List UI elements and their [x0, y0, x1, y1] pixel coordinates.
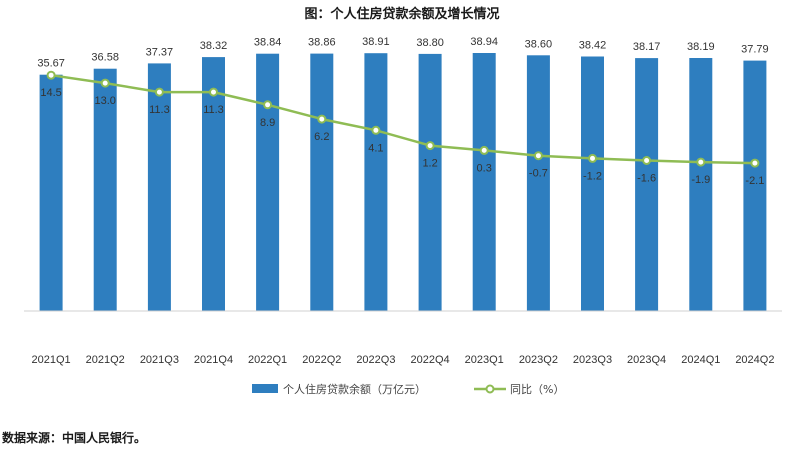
yoy-label-2022Q1: 8.9 — [260, 117, 275, 129]
bar-2021Q3 — [147, 63, 171, 312]
bar-2023Q3 — [581, 56, 604, 311]
bar-label-2024Q1: 38.19 — [687, 41, 715, 53]
source-note: 数据来源：中国人民银行。 — [2, 430, 146, 445]
yoy-label-2024Q1: -1.9 — [691, 174, 710, 186]
x-tick-2021Q1: 2021Q1 — [32, 354, 71, 366]
bar-2024Q2 — [743, 60, 767, 311]
legend-line-label: 同比（%） — [510, 383, 564, 396]
bar-label-2022Q1: 38.84 — [254, 37, 282, 49]
yoy-label-2023Q2: -0.7 — [529, 168, 548, 180]
bar-series — [39, 53, 767, 312]
yoy-label-2023Q1: 0.3 — [477, 162, 492, 174]
x-tick-2023Q2: 2023Q2 — [519, 354, 558, 366]
yoy-label-2021Q4: 11.3 — [203, 104, 224, 116]
yoy-point-2022Q2 — [317, 114, 327, 124]
x-tick-2024Q2: 2024Q2 — [735, 354, 774, 366]
bar-label-2022Q4: 38.80 — [416, 37, 444, 49]
x-tick-2022Q3: 2022Q3 — [356, 354, 395, 366]
yoy-label-2023Q4: -1.6 — [637, 173, 656, 185]
yoy-label-2021Q1: 14.5 — [40, 87, 61, 99]
bar-2021Q4 — [202, 57, 225, 311]
x-tick-2024Q1: 2024Q1 — [681, 354, 720, 366]
bar-label-2021Q4: 38.32 — [200, 40, 228, 52]
x-tick-2022Q1: 2022Q1 — [248, 354, 287, 366]
yoy-label-2022Q2: 6.2 — [314, 131, 329, 143]
yoy-label-2022Q4: 1.2 — [422, 158, 437, 170]
bar-2023Q1 — [472, 53, 496, 311]
yoy-label-2022Q3: 4.1 — [368, 142, 383, 154]
bar-2023Q2 — [526, 55, 550, 311]
chart-title: 图：个人住房贷款余额及增长情况 — [304, 6, 499, 22]
bar-2022Q3 — [364, 53, 388, 311]
bar-label-2024Q2: 37.79 — [741, 44, 769, 56]
yoy-point-2023Q3 — [588, 153, 597, 163]
legend-bar-swatch — [252, 384, 278, 393]
yoy-label-2023Q3: -1.2 — [583, 170, 602, 182]
bar-label-2023Q4: 38.17 — [633, 41, 661, 53]
yoy-label-2021Q2: 13.0 — [94, 95, 115, 107]
yoy-label-2024Q2: -2.1 — [745, 175, 764, 187]
x-tick-2023Q1: 2023Q1 — [465, 354, 504, 366]
bar-label-2023Q2: 38.60 — [525, 38, 553, 50]
legend: 个人住房贷款余额（万亿元） 同比（%） — [252, 382, 564, 396]
yoy-point-2024Q1 — [696, 157, 706, 167]
x-axis-tick-labels: 2021Q1 2021Q2 2021Q3 2021Q4 2022Q1 2022Q2 2022… — [32, 354, 775, 366]
yoy-polyline — [50, 73, 755, 165]
yoy-point-2021Q3 — [154, 87, 164, 97]
bar-label-2021Q2: 36.58 — [91, 52, 119, 64]
bar-2022Q4 — [418, 53, 442, 312]
legend-bar-label: 个人住房贷款余额（万亿元） — [283, 382, 426, 396]
x-tick-2022Q4: 2022Q4 — [411, 354, 450, 366]
yoy-label-2021Q3: 11.3 — [149, 104, 170, 116]
legend-line-marker — [485, 384, 495, 394]
bar-label-2022Q2: 38.86 — [308, 37, 336, 49]
yoy-point-2022Q3 — [371, 125, 381, 135]
yoy-point-2022Q1 — [263, 100, 273, 110]
bar-2021Q2 — [93, 68, 117, 311]
x-tick-2022Q2: 2022Q2 — [302, 354, 341, 366]
yoy-value-labels: 14.5 13.0 11.3 11.3 8.9 6.2 4.1 1.2 0.3 -0.7 -1.2 -… — [40, 87, 764, 187]
yoy-point-2021Q4 — [209, 87, 218, 97]
bar-value-labels: 35.67 36.58 37.37 38.32 38.84 38.86 38.91 38.80… — [37, 36, 768, 70]
yoy-line-series — [46, 70, 760, 168]
bar-label-2021Q1: 35.67 — [37, 58, 65, 70]
yoy-point-2021Q1 — [46, 70, 56, 80]
bar-label-2023Q1: 38.94 — [470, 36, 498, 48]
bar-2024Q1 — [689, 58, 713, 311]
x-tick-2021Q4: 2021Q4 — [194, 354, 233, 366]
yoy-point-2023Q1 — [479, 145, 489, 155]
yoy-point-2021Q2 — [100, 78, 110, 88]
x-tick-2021Q2: 2021Q2 — [86, 354, 125, 366]
bar-2021Q1 — [39, 74, 63, 311]
bar-2022Q1 — [256, 53, 280, 311]
x-tick-2021Q3: 2021Q3 — [140, 354, 179, 366]
bar-label-2023Q3: 38.42 — [579, 40, 607, 52]
bar-2022Q2 — [310, 53, 334, 311]
bar-2023Q4 — [635, 58, 659, 311]
yoy-point-2024Q2 — [750, 158, 760, 168]
x-tick-2023Q4: 2023Q4 — [627, 354, 666, 366]
x-tick-2023Q3: 2023Q3 — [573, 354, 612, 366]
bar-label-2021Q3: 37.37 — [146, 46, 174, 58]
yoy-point-2023Q2 — [533, 151, 543, 161]
yoy-point-2022Q4 — [425, 141, 435, 151]
yoy-point-2023Q4 — [642, 156, 652, 165]
bar-label-2022Q3: 38.91 — [362, 36, 390, 48]
